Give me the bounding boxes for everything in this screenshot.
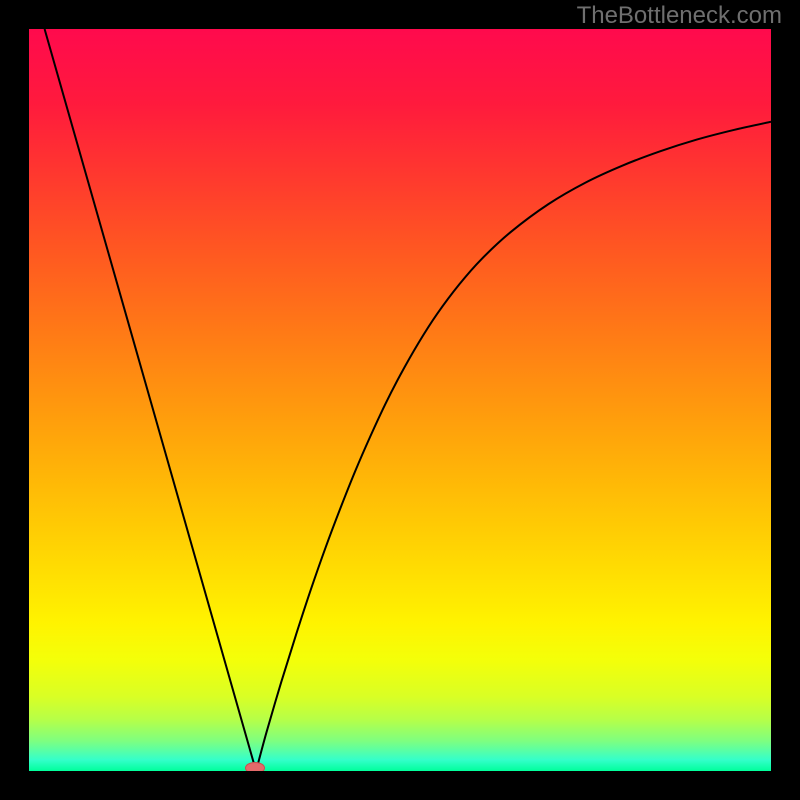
bottleneck-curve: [45, 29, 771, 771]
watermark-text: TheBottleneck.com: [577, 2, 782, 30]
minimum-marker: [245, 762, 265, 771]
curve-layer: [29, 29, 771, 771]
plot-area: [29, 29, 771, 771]
chart-frame: TheBottleneck.com: [0, 0, 800, 800]
